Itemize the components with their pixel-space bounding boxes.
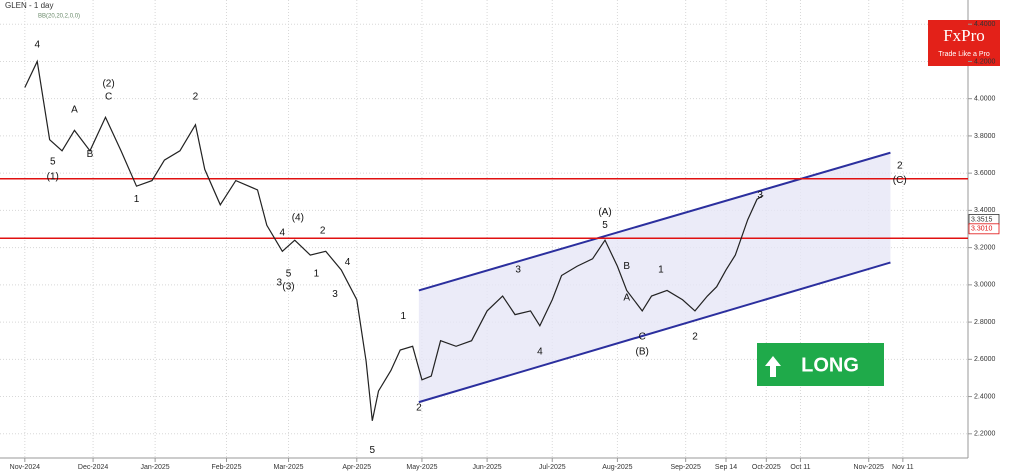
wave-label: 4 — [34, 39, 40, 50]
y-tick-label: 4.4000 — [974, 21, 996, 28]
wave-label: 4 — [280, 227, 286, 238]
wave-label: 2 — [193, 91, 199, 102]
wave-label: 2 — [416, 402, 422, 413]
wave-label: 2 — [897, 160, 903, 171]
x-tick-label: Nov-2024 — [10, 464, 40, 471]
x-tick-label: Aug-2025 — [602, 464, 632, 471]
wave-label: 5 — [50, 157, 56, 168]
wave-label: 1 — [658, 265, 664, 276]
y-tick-label: 4.0000 — [974, 96, 996, 103]
price-line — [24, 59, 764, 421]
wave-label: (2) — [102, 78, 114, 89]
wave-label: 5 — [370, 445, 376, 456]
wave-label: 1 — [134, 194, 140, 205]
x-tick-label: Feb-2025 — [212, 464, 242, 471]
wave-label: 4 — [537, 347, 543, 358]
signal-text: LONG — [801, 354, 859, 376]
wave-label: A — [71, 104, 78, 115]
indicator-label: BB(20,20,2,0,0) — [38, 14, 80, 20]
x-tick-label: Nov-2025 — [854, 464, 884, 471]
wave-label: 2 — [692, 332, 698, 343]
wave-label: 3 — [332, 289, 338, 300]
wave-label: C — [639, 332, 646, 343]
signal-button: LONG — [757, 343, 884, 386]
x-tick-label: Sep-2025 — [670, 464, 700, 471]
price-label: 3.3010 — [971, 226, 993, 233]
y-tick-label: 2.4000 — [974, 393, 996, 400]
x-tick-label: Oct 11 — [790, 464, 810, 471]
wave-label: (1) — [47, 172, 59, 183]
y-tick-label: 2.8000 — [974, 319, 996, 326]
x-tick-label: Oct-2025 — [752, 464, 781, 471]
logo: FxPro Trade Like a Pro — [928, 20, 1000, 66]
x-tick-label: May-2025 — [406, 464, 437, 471]
price-label-box — [968, 223, 1000, 235]
y-tick-label: 3.0000 — [974, 282, 996, 289]
wave-label: 1 — [401, 311, 407, 322]
channel-fill — [418, 152, 891, 403]
wave-label: 3 — [276, 278, 282, 289]
y-tick-label: 3.4000 — [974, 207, 996, 214]
wave-label: B — [623, 261, 630, 272]
wave-label: (C) — [893, 175, 907, 186]
logo-box — [928, 20, 1000, 66]
y-tick-label: 4.2000 — [974, 58, 996, 65]
x-tick-label: Jun-2025 — [473, 464, 502, 471]
wave-label: 3 — [515, 265, 521, 276]
wave-label: 2 — [320, 226, 326, 237]
x-tick-label: Sep 14 — [715, 464, 737, 471]
wave-label: B — [87, 149, 94, 160]
channel-line — [418, 151, 891, 292]
wave-label: (A) — [598, 207, 611, 218]
wave-label: C — [105, 91, 112, 102]
y-tick-label: 3.2000 — [974, 244, 996, 251]
wave-label: 5 — [602, 220, 608, 231]
wave-label: (3) — [282, 281, 294, 292]
x-tick-label: Jan-2025 — [141, 464, 170, 471]
y-tick-label: 3.6000 — [974, 170, 996, 177]
chart-title: GLEN - 1 day — [5, 1, 53, 10]
y-tick-label: 2.6000 — [974, 356, 996, 363]
x-tick-label: Apr-2025 — [342, 464, 371, 471]
wave-label: 4 — [345, 257, 351, 268]
wave-label: (B) — [636, 347, 649, 358]
wave-label: 3 — [757, 190, 763, 201]
y-tick-label: 3.8000 — [974, 133, 996, 140]
wave-label: 5 — [286, 268, 292, 279]
x-tick-label: Nov 11 — [892, 464, 914, 471]
price-label: 3.3515 — [971, 216, 993, 223]
wave-label: A — [623, 293, 630, 304]
channel-line — [418, 261, 891, 404]
wave-label: (4) — [292, 212, 304, 223]
logo-name: FxPro — [943, 26, 985, 45]
x-tick-label: Jul-2025 — [539, 464, 566, 471]
y-tick-label: 2.2000 — [974, 431, 996, 438]
up-arrow — [765, 356, 781, 377]
wave-label: 1 — [314, 268, 320, 279]
x-tick-label: Dec-2024 — [78, 464, 108, 471]
x-tick-label: Mar-2025 — [274, 464, 304, 471]
logo-tagline: Trade Like a Pro — [938, 51, 990, 58]
